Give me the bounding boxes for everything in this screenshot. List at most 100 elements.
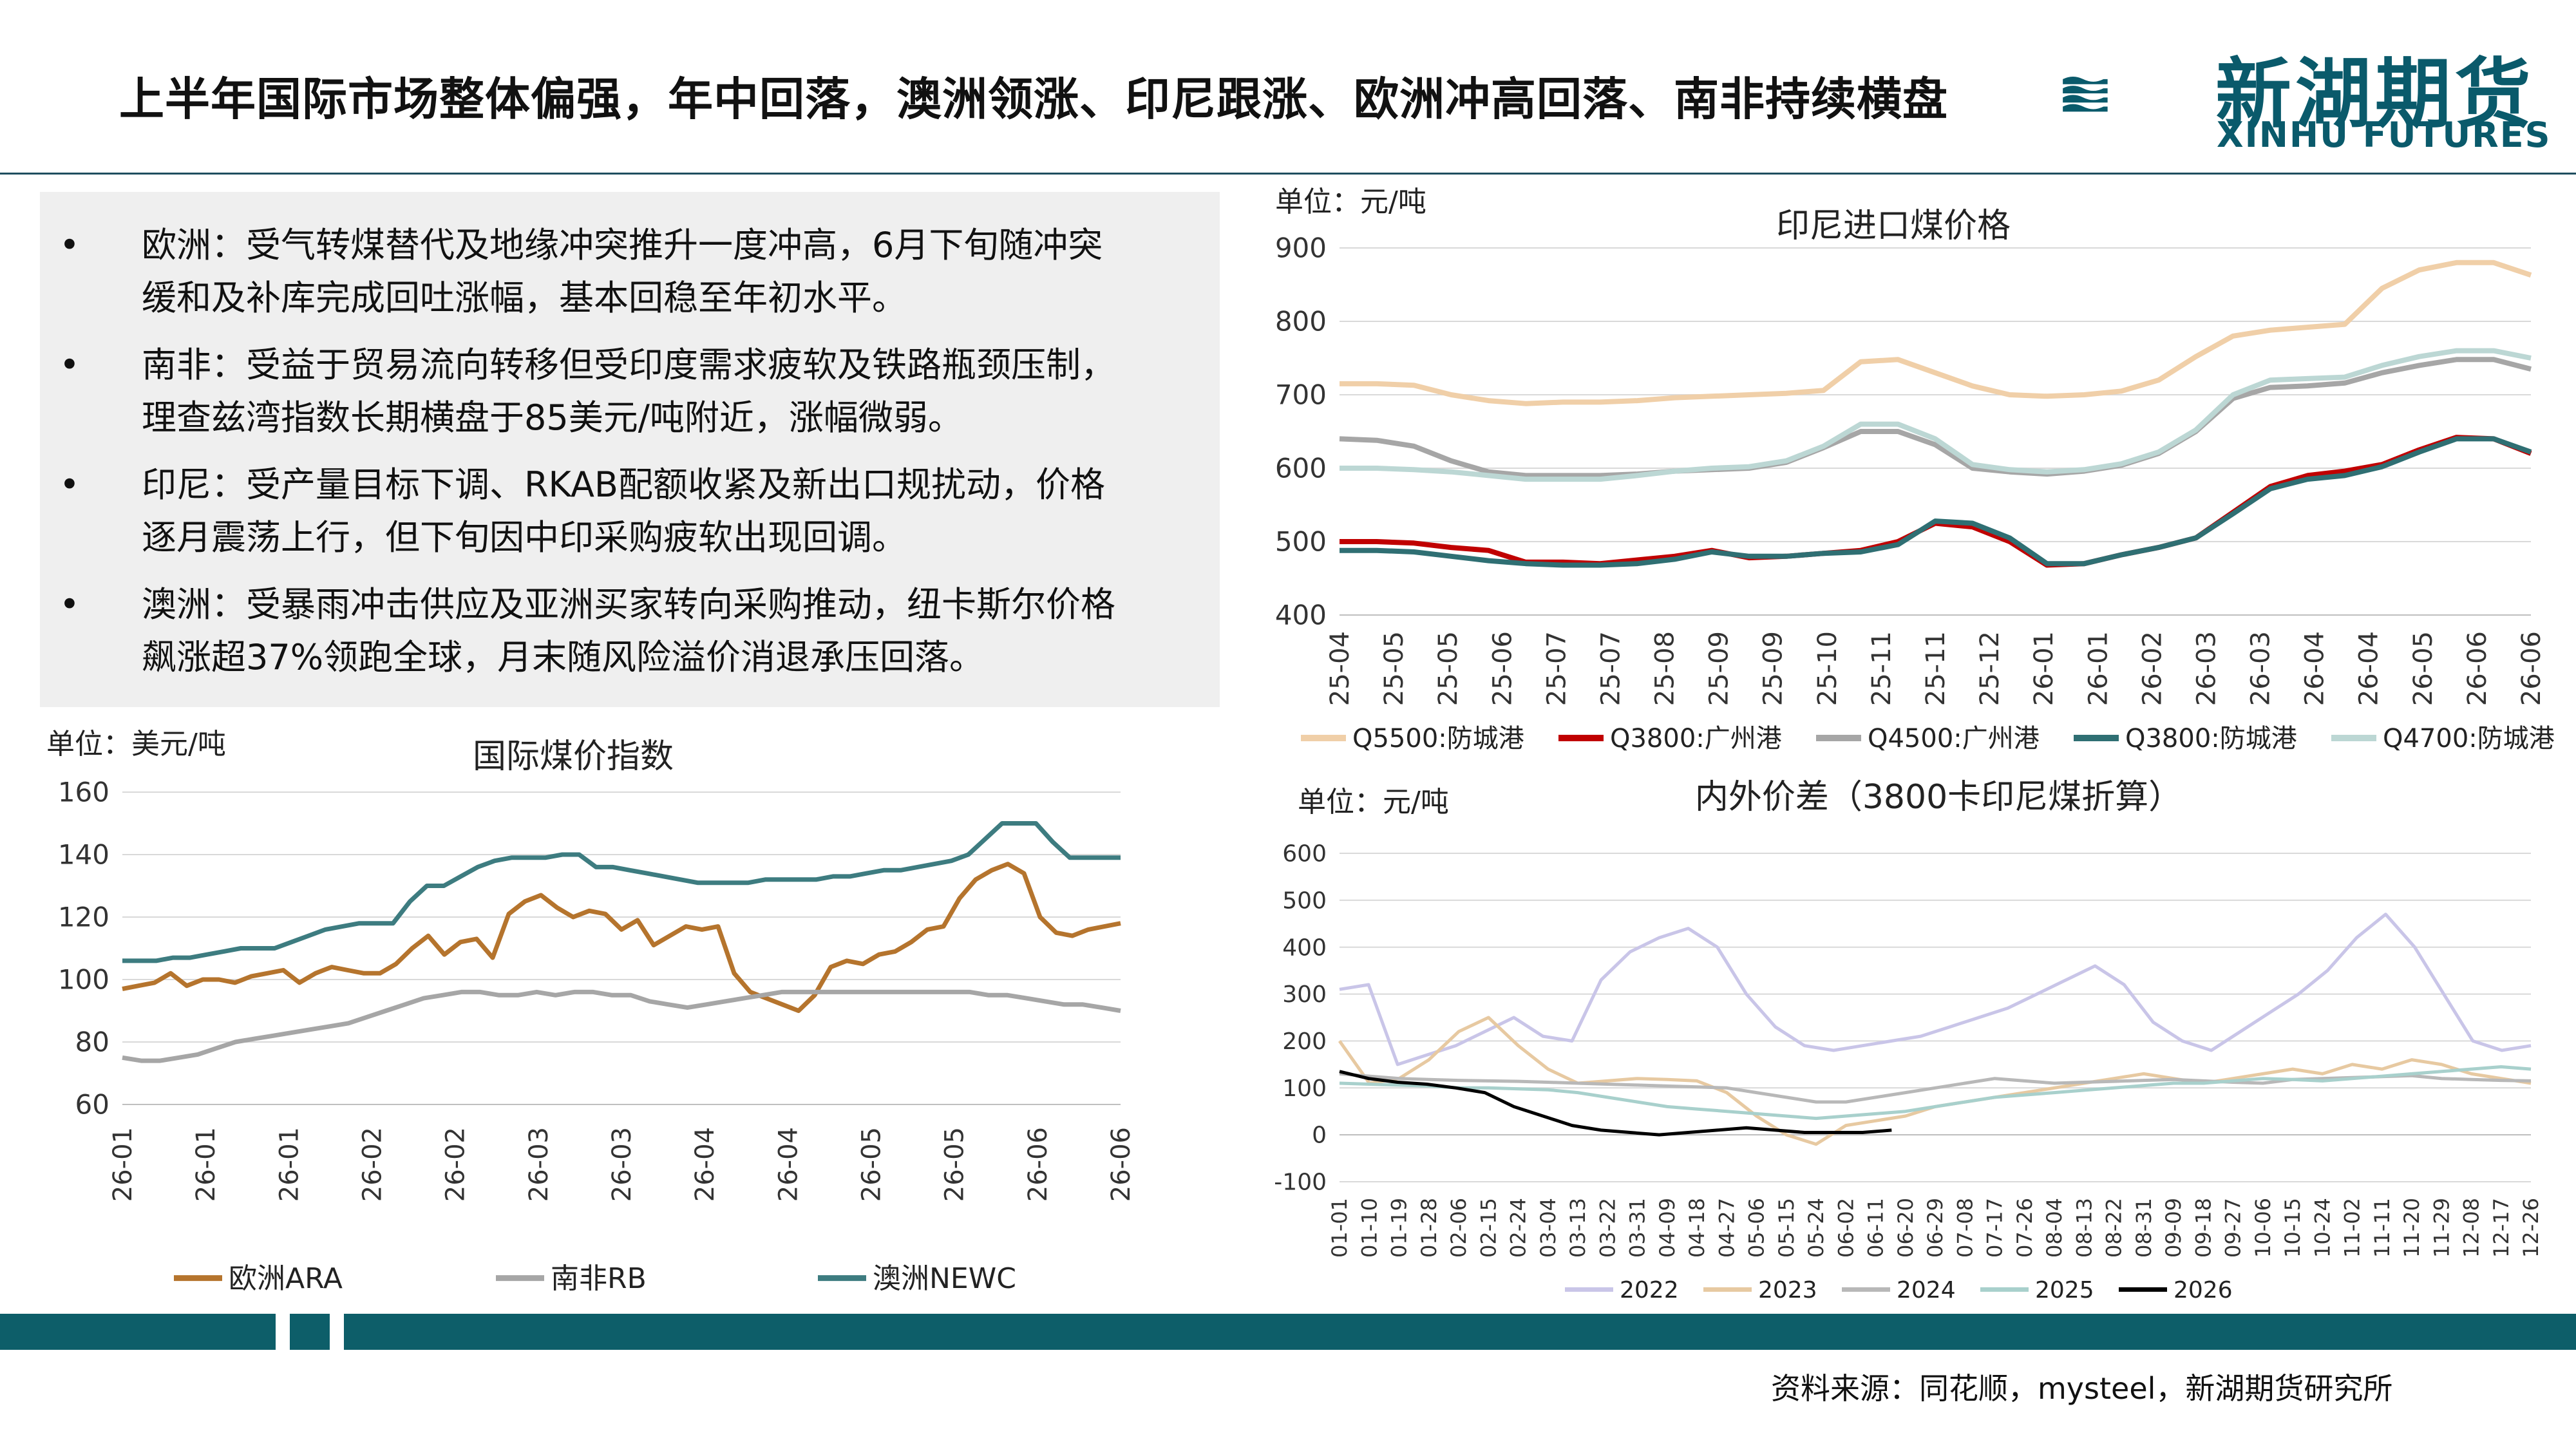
y-tick-label: 0 bbox=[1312, 1122, 1327, 1149]
y-tick-label: 200 bbox=[1282, 1028, 1327, 1055]
chart-unit-label: 单位：美元/吨 bbox=[46, 728, 226, 761]
logo-name-en: XINHU FUTURES bbox=[2217, 115, 2552, 155]
y-tick-label: 120 bbox=[58, 902, 109, 933]
bullet-text-line: 印尼：受产量目标下调、RKAB配额收紧及新出口规扰动，价格 bbox=[142, 464, 1105, 505]
legend-label: Q3800:防城港 bbox=[2125, 724, 2297, 753]
series-line-2 bbox=[122, 821, 1121, 963]
x-tick-label: 25-05 bbox=[1434, 631, 1463, 706]
x-tick-label: 08-04 bbox=[2042, 1198, 2067, 1258]
y-tick-label: -100 bbox=[1274, 1170, 1327, 1196]
x-tick-label: 26-06 bbox=[1106, 1127, 1136, 1202]
y-tick-label: 160 bbox=[58, 777, 109, 808]
x-tick-label: 26-06 bbox=[2517, 631, 2546, 706]
x-tick-label: 04-18 bbox=[1685, 1198, 1709, 1258]
chart-unit-label: 单位：元/吨 bbox=[1298, 786, 1449, 819]
x-tick-label: 25-04 bbox=[1325, 631, 1355, 706]
x-tick-label: 25-10 bbox=[1813, 631, 1842, 706]
x-tick-label: 09-27 bbox=[2221, 1198, 2246, 1258]
y-tick-label: 140 bbox=[58, 839, 109, 871]
legend-label: 2022 bbox=[1620, 1277, 1679, 1303]
x-tick-label: 02-15 bbox=[1476, 1198, 1501, 1258]
x-tick-label: 06-20 bbox=[1893, 1198, 1918, 1258]
x-tick-label: 03-31 bbox=[1625, 1198, 1650, 1258]
footer-band bbox=[0, 1314, 2576, 1350]
chart-title: 国际煤价指数 bbox=[473, 737, 674, 776]
x-tick-label: 02-24 bbox=[1506, 1198, 1531, 1258]
bullet-dot: • bbox=[59, 345, 80, 385]
chart-unit-label: 单位：元/吨 bbox=[1275, 185, 1426, 218]
bullet-dot: • bbox=[59, 584, 80, 625]
x-tick-label: 03-04 bbox=[1536, 1198, 1560, 1258]
domestic-foreign-spread-chart: 内外价差（3800卡印尼煤折算） 单位：元/吨 -100 0 100 200 300 400 5… bbox=[1274, 778, 2543, 1303]
x-tick-label: 05-06 bbox=[1745, 1198, 1769, 1258]
x-tick-label: 01-10 bbox=[1357, 1198, 1381, 1258]
x-tick-label: 08-22 bbox=[2102, 1198, 2126, 1258]
series-line-4 bbox=[1340, 348, 2532, 482]
x-tick-label: 25-06 bbox=[1488, 631, 1517, 706]
x-tick-label: 26-04 bbox=[2300, 631, 2330, 706]
x-tick-label: 26-01 bbox=[2083, 631, 2113, 706]
x-tick-label: 01-19 bbox=[1387, 1198, 1412, 1258]
x-tick-label: 06-29 bbox=[1923, 1198, 1947, 1258]
series-line-4 bbox=[1339, 1070, 1892, 1137]
y-tick-label: 60 bbox=[75, 1089, 109, 1121]
y-tick-label: 400 bbox=[1282, 934, 1327, 961]
series-line-1 bbox=[122, 989, 1121, 1063]
legend-label: 2025 bbox=[2035, 1277, 2094, 1303]
x-tick-label: 11-20 bbox=[2400, 1198, 2424, 1258]
legend-label: 2023 bbox=[1758, 1277, 1817, 1303]
title-divider bbox=[0, 173, 2576, 175]
x-tick-label: 26-04 bbox=[2354, 631, 2384, 706]
x-tick-label: 05-15 bbox=[1774, 1198, 1799, 1258]
x-tick-label: 25-11 bbox=[1921, 631, 1951, 706]
x-tick-label: 25-11 bbox=[1867, 631, 1897, 706]
x-tick-label: 03-13 bbox=[1566, 1198, 1590, 1258]
x-tick-label: 25-05 bbox=[1379, 631, 1409, 706]
x-tick-label: 05-24 bbox=[1804, 1198, 1828, 1258]
x-tick-label: 26-04 bbox=[690, 1127, 720, 1202]
x-tick-label: 26-01 bbox=[2029, 631, 2059, 706]
y-tick-label: 800 bbox=[1275, 306, 1327, 337]
x-tick-label: 25-07 bbox=[1596, 631, 1625, 706]
series-line-2 bbox=[1339, 1072, 2532, 1104]
bullet-text-line: 飙涨超37%领跑全球，月末随风险溢价消退承压回落。 bbox=[142, 637, 985, 677]
legend-label: Q4700:防城港 bbox=[2383, 724, 2555, 753]
chart-title: 印尼进口煤价格 bbox=[1776, 207, 2011, 245]
y-tick-label: 100 bbox=[58, 964, 109, 996]
x-tick-label: 09-09 bbox=[2161, 1198, 2186, 1258]
x-tick-label: 26-06 bbox=[1023, 1127, 1053, 1202]
x-tick-label: 10-24 bbox=[2310, 1198, 2334, 1258]
x-tick-label: 08-13 bbox=[2072, 1198, 2096, 1258]
x-tick-label: 06-11 bbox=[1864, 1198, 1888, 1258]
x-tick-label: 25-09 bbox=[1705, 631, 1734, 706]
y-tick-label: 500 bbox=[1282, 887, 1327, 914]
legend-label: 南非RB bbox=[551, 1262, 647, 1295]
x-tick-label: 26-01 bbox=[108, 1127, 138, 1202]
x-tick-label: 26-04 bbox=[773, 1127, 803, 1202]
x-tick-label: 26-03 bbox=[524, 1127, 554, 1202]
bullet-text-line: 缓和及补库完成回吐涨幅，基本回稳至年初水平。 bbox=[142, 278, 907, 318]
x-tick-label: 04-09 bbox=[1655, 1198, 1680, 1258]
y-tick-label: 100 bbox=[1282, 1075, 1327, 1102]
x-tick-label: 07-08 bbox=[1953, 1198, 1977, 1258]
y-tick-label: 600 bbox=[1275, 453, 1327, 484]
x-tick-label: 01-28 bbox=[1417, 1198, 1441, 1258]
y-tick-label: 700 bbox=[1275, 379, 1327, 411]
x-tick-label: 26-03 bbox=[2192, 631, 2221, 706]
series-line-0 bbox=[122, 862, 1121, 1013]
legend-label: Q5500:防城港 bbox=[1352, 724, 1524, 753]
y-tick-label: 400 bbox=[1275, 600, 1327, 631]
x-tick-label: 11-02 bbox=[2340, 1198, 2365, 1258]
x-tick-label: 26-02 bbox=[2137, 631, 2167, 706]
x-tick-label: 26-02 bbox=[358, 1127, 388, 1202]
legend-label: 澳洲NEWC bbox=[873, 1262, 1016, 1295]
x-tick-label: 26-01 bbox=[274, 1127, 304, 1202]
xinhu-logo-icon bbox=[2063, 76, 2108, 112]
x-tick-label: 03-22 bbox=[1595, 1198, 1620, 1258]
summary-box: • 欧洲：受气转煤替代及地缘冲突推升一度冲高，6月下旬随冲突 缓和及补库完成回吐… bbox=[40, 192, 1220, 707]
series-line-3 bbox=[1340, 436, 2532, 568]
x-tick-label: 01-01 bbox=[1327, 1198, 1352, 1258]
x-tick-label: 26-05 bbox=[857, 1127, 887, 1202]
indonesia-import-price-chart: 印尼进口煤价格 单位：元/吨 400 500 600 700 800 900 25-04 25-0… bbox=[1275, 185, 2555, 753]
x-tick-label: 12-17 bbox=[2489, 1198, 2514, 1258]
